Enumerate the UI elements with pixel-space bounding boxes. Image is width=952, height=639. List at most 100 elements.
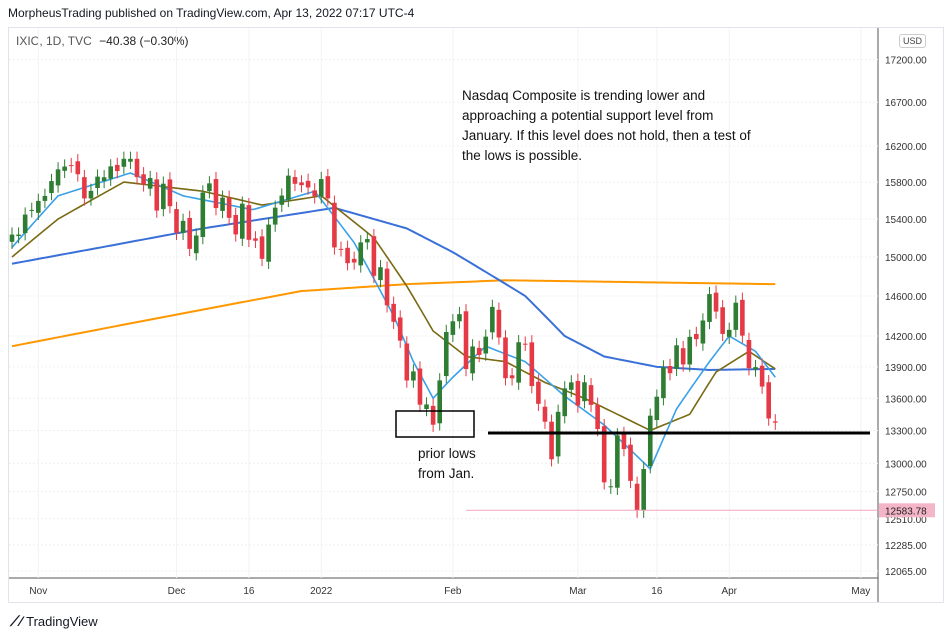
candle-body [82,177,87,199]
candle-body [391,303,396,322]
candle-body [365,239,370,243]
candle-body [740,299,745,336]
candle-body [272,207,278,225]
publish-info: MorpheusTrading published on TradingView… [8,6,415,20]
candle-body [766,382,771,419]
candle-body [259,236,265,259]
candle-body [246,205,252,240]
x-tick-label: 2022 [310,586,333,597]
candle-body [62,166,67,171]
candle-body [542,406,548,422]
x-tick-label: Apr [721,586,737,597]
tradingview-logo[interactable]: ⟋⁄ TradingView [10,613,98,630]
ma-line-ma200 [11,279,776,348]
symbol-legend: IXIC, 1D, TVC −40.38 (−0.30%) [16,34,189,48]
candle-body [667,366,673,374]
y-tick-label: 15000.00 [885,253,927,264]
candle-body [694,333,699,340]
candle-body [470,346,475,374]
candle-body [621,433,627,450]
candle-body [463,311,469,370]
symbol-label: IXIC, 1D, TVC [16,34,92,48]
candle-body [55,169,61,186]
chart-frame [8,27,944,603]
candle-body [713,292,719,312]
candle-body [569,382,574,390]
candle-body [457,314,462,322]
candle-body [371,236,377,276]
candle-body [305,180,311,188]
y-tick-label: 14200.00 [885,332,927,343]
candle-body [16,234,21,237]
candle-body [404,343,410,381]
candle-body [575,380,581,406]
candle-body [147,177,153,189]
candle-body [174,209,179,233]
annotation-lows-2: from Jan. [418,466,475,481]
candle-body [522,343,528,345]
y-tick-label: 13300.00 [885,426,927,437]
candle-body [496,309,502,338]
prior-lows-box [395,410,475,438]
candle-body [167,179,173,207]
candle-body [516,342,521,383]
x-tick-label: May [851,586,870,597]
candle-body [641,469,646,511]
y-tick-label: 13600.00 [885,394,927,405]
y-tick-label: 12750.00 [885,487,927,498]
candle-body [134,158,140,178]
candle-body [536,381,541,404]
candle-body [654,396,660,421]
candle-body [476,347,482,355]
candle-body [384,268,390,306]
annotation-lows-1: prior lows [418,446,476,461]
candle-body [193,235,199,254]
candle-body [700,320,706,344]
candle-body [207,183,212,192]
currency-button[interactable]: USD [899,34,927,48]
candle-body [549,421,554,460]
candle-body [240,203,245,239]
x-tick-label: Feb [444,586,462,597]
candle-body [411,371,416,381]
candle-body [141,174,146,185]
x-tick-label: Dec [168,586,186,597]
y-tick-label: 16200.00 [885,142,927,153]
candle-body [233,214,239,235]
candle-body [726,329,732,337]
ma-line-ma50 [11,206,776,371]
candle-body [753,367,758,370]
candle-body [437,380,442,424]
candle-body [318,179,324,197]
candle-body [42,195,48,201]
candle-body [200,192,206,237]
candle-body [226,197,232,218]
candle-body [772,421,778,423]
candle-body [128,158,133,162]
candle-body [615,435,620,488]
candle-body [503,337,508,379]
candle-body [529,342,535,387]
y-tick-label: 13000.00 [885,459,927,470]
y-tick-label: 15400.00 [885,215,927,226]
candle-body [733,302,739,330]
x-tick-label: Nov [29,586,47,597]
candle-body [345,247,350,264]
candle-body [299,182,304,186]
candle-body [154,179,160,211]
candle-body [49,181,54,194]
candle-body [588,385,594,405]
x-tick-label: Mar [569,586,587,597]
change-value: −40.38 (−0.30%) [99,34,189,48]
candle-body [628,444,633,481]
candle-body [595,404,600,430]
candle-body [509,375,515,379]
candle-body [378,267,383,281]
y-tick-label: 17200.00 [885,56,927,67]
price-tag-label: 12583.78 [885,506,927,517]
candle-body [75,161,81,175]
candle-body [483,336,489,354]
candle-body [490,306,495,333]
candle-body [674,345,679,369]
